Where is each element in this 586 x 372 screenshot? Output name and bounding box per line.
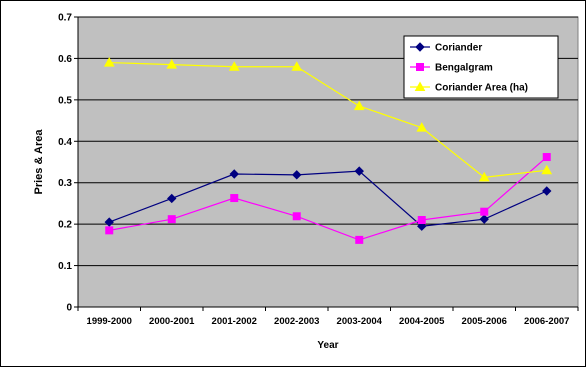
data-point	[167, 193, 177, 204]
data-point	[417, 221, 427, 231]
legend-item: Coriander	[410, 42, 482, 54]
x-tick-label: 2000-2001	[149, 316, 195, 327]
legend-label: Coriander	[435, 43, 482, 54]
y-tick-label: 0.2	[58, 220, 72, 231]
y-axis-title: Pries & Area	[33, 129, 45, 195]
data-point	[416, 122, 428, 132]
data-point	[355, 235, 364, 244]
legend-marker	[414, 81, 426, 91]
series-line	[109, 156, 548, 241]
data-point	[104, 217, 114, 227]
y-tick-label: 0.3	[58, 178, 72, 189]
x-tick-label: 2006-2007	[524, 316, 569, 327]
x-tick-label: 2001-2002	[212, 316, 257, 327]
data-point	[353, 100, 365, 111]
x-tick-label: 1999-2000	[87, 316, 132, 327]
y-tick-label: 0.5	[58, 95, 72, 106]
data-point	[480, 207, 489, 216]
data-point	[167, 215, 176, 224]
legend-marker	[416, 63, 424, 71]
series-coriander	[104, 166, 552, 231]
data-point	[479, 214, 489, 224]
data-point	[230, 194, 239, 203]
data-point	[542, 153, 551, 162]
data-point	[291, 61, 303, 71]
legend-item: Coriander Area (ha)	[410, 81, 528, 94]
data-point	[105, 226, 114, 235]
series-bengalgram	[105, 153, 551, 244]
data-point	[417, 216, 426, 224]
data-point	[478, 171, 490, 182]
y-tick-label: 0.1	[58, 261, 72, 272]
series-coriander-area-ha	[103, 57, 553, 182]
series-line	[109, 170, 547, 227]
y-tick-label: 0	[66, 303, 72, 314]
data-point	[228, 61, 240, 71]
y-tick-label: 0.6	[58, 54, 72, 65]
y-tick-label: 0.4	[58, 137, 72, 148]
x-tick-label: 2004-2005	[399, 316, 445, 327]
legend: Coriander Bengalgram Coriander Area (ha)	[403, 35, 559, 99]
data-point	[354, 166, 364, 176]
series-line	[109, 61, 547, 178]
data-point	[229, 169, 239, 179]
data-point	[292, 212, 301, 221]
legend-marker	[415, 42, 425, 52]
legend-label: Bengalgram	[435, 63, 493, 74]
legend-label: Coriander Area (ha)	[435, 83, 528, 94]
series-layer	[103, 57, 553, 244]
data-point	[166, 59, 178, 69]
x-tick-label: 2002-2003	[274, 316, 319, 327]
data-point	[292, 170, 302, 180]
x-axis-title: Year	[317, 340, 338, 351]
data-point	[103, 57, 115, 67]
grid-lines	[78, 16, 578, 267]
axes: 0 0.1 0.2 0.3 0.4 0.5 0.6 0.7 1999-2000 2000-2001…	[58, 13, 579, 327]
y-tick-label: 0.7	[58, 13, 72, 24]
x-tick-label: 2003-2004	[337, 316, 383, 327]
data-point	[542, 186, 552, 196]
x-tick-label: 2005-2006	[462, 316, 507, 327]
data-point	[541, 164, 553, 175]
legend-item: Bengalgram	[410, 63, 493, 74]
